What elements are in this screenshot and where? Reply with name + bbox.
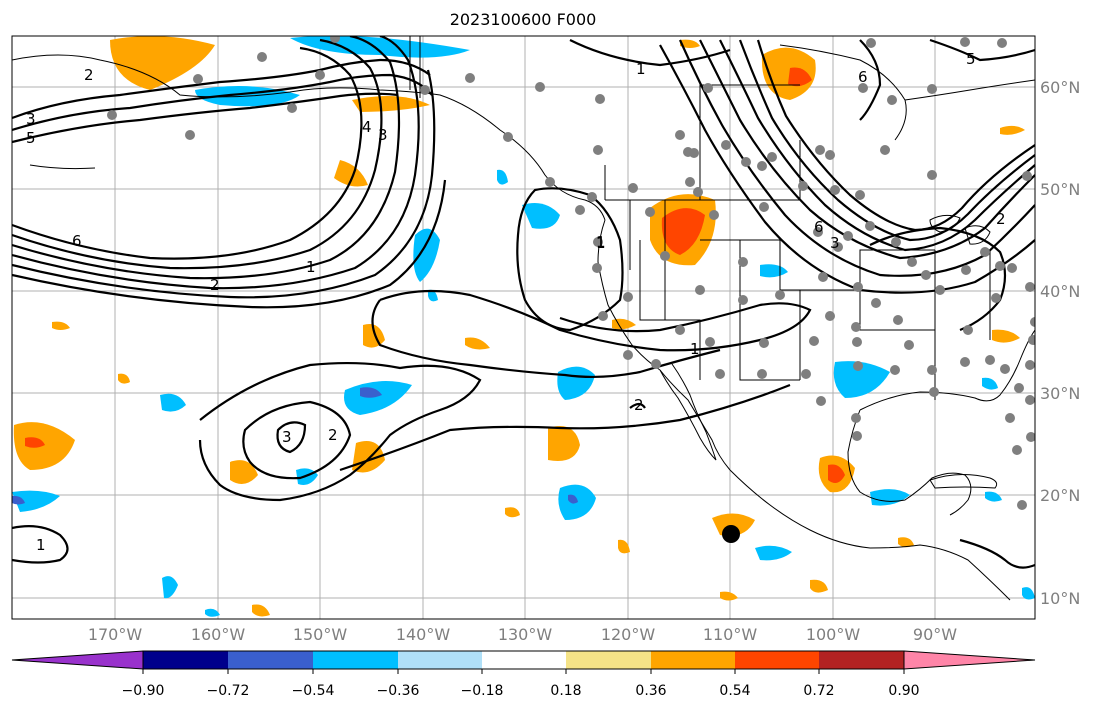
colorbar-segment — [651, 651, 735, 669]
contour-label: 6 — [72, 232, 82, 250]
contour-label: 2 — [210, 276, 220, 294]
contour-label: 3 — [830, 234, 840, 252]
colorbar-segment — [566, 651, 651, 669]
lat-label: 20°N — [1040, 486, 1080, 505]
colorbar-segment — [143, 651, 228, 669]
lon-label: 90°W — [913, 625, 957, 644]
colorbar-segment — [313, 651, 398, 669]
colorbar-tick: 0.54 — [719, 683, 750, 699]
contour-label: 1 — [306, 258, 316, 276]
map-background — [12, 36, 1035, 619]
contour-label: 6 — [858, 68, 868, 86]
contour-label: 1 — [596, 233, 606, 251]
colorbar-tick: −0.36 — [377, 683, 420, 699]
colorbar-tick: −0.18 — [461, 683, 504, 699]
lat-label: 10°N — [1040, 589, 1080, 608]
station-dots — [107, 36, 1035, 510]
colorbar-tick: −0.90 — [122, 683, 165, 699]
colorbar-tick: 0.72 — [803, 683, 834, 699]
colorbar-tick: 0.18 — [550, 683, 581, 699]
colorbar-extend-min — [11, 650, 144, 670]
contour-label: 3 — [282, 428, 292, 446]
contour-label: 6 — [814, 218, 824, 236]
colorbar-tick: −0.72 — [207, 683, 250, 699]
colorbar: −0.90 −0.72 −0.54 −0.36 −0.18 0.18 0.36 … — [11, 650, 1036, 699]
contour-label: 2 — [996, 210, 1006, 228]
lon-label: 170°W — [88, 625, 143, 644]
lon-label: 100°W — [806, 625, 861, 644]
lat-label: 50°N — [1040, 180, 1080, 199]
lon-label: 110°W — [703, 625, 758, 644]
lat-label: 60°N — [1040, 78, 1080, 97]
colorbar-tick: 0.36 — [635, 683, 666, 699]
longitude-labels: 170°W 160°W 150°W 140°W 130°W 120°W 110°… — [88, 625, 957, 644]
lat-label: 40°N — [1040, 282, 1080, 301]
contour-label: 5 — [966, 50, 976, 68]
colorbar-tick: 0.90 — [888, 683, 919, 699]
colorbar-extend-max — [903, 650, 1036, 670]
contour-labels: 2 3 5 6 2 1 1 3 4 1 6 5 6 3 2 1 2 1 3 2 … — [26, 50, 1006, 554]
map-frame — [11, 35, 1036, 620]
latitude-labels: 60°N 50°N 40°N 30°N 20°N 10°N — [1040, 78, 1080, 608]
contour-label: 4 — [362, 118, 372, 136]
contour-label: 1 — [36, 536, 46, 554]
contour-label: 1 — [636, 60, 646, 78]
contour-label: 2 — [634, 396, 644, 414]
colorbar-segment — [398, 651, 482, 669]
contour-label: 2 — [84, 66, 94, 84]
lat-label: 30°N — [1040, 384, 1080, 403]
lon-label: 160°W — [191, 625, 246, 644]
contour-label: 3 — [378, 126, 388, 144]
station-marker — [722, 525, 740, 543]
lon-label: 150°W — [293, 625, 348, 644]
contour-label: 3 — [26, 110, 36, 128]
colorbar-segment — [482, 651, 566, 669]
lon-label: 130°W — [498, 625, 553, 644]
colorbar-segment — [735, 651, 819, 669]
anomaly-shading — [12, 36, 1035, 617]
lon-label: 140°W — [396, 625, 451, 644]
contour-lines — [12, 36, 1035, 569]
contour-label: 2 — [328, 426, 338, 444]
colorbar-segment — [819, 651, 904, 669]
map-title: 2023100600 F000 — [449, 10, 597, 29]
contour-label: 1 — [596, 234, 606, 252]
colorbar-tick: −0.54 — [292, 683, 335, 699]
colorbar-segment — [228, 651, 313, 669]
contour-label: 5 — [26, 129, 36, 147]
lon-label: 120°W — [601, 625, 656, 644]
contour-label: 1 — [690, 340, 700, 358]
